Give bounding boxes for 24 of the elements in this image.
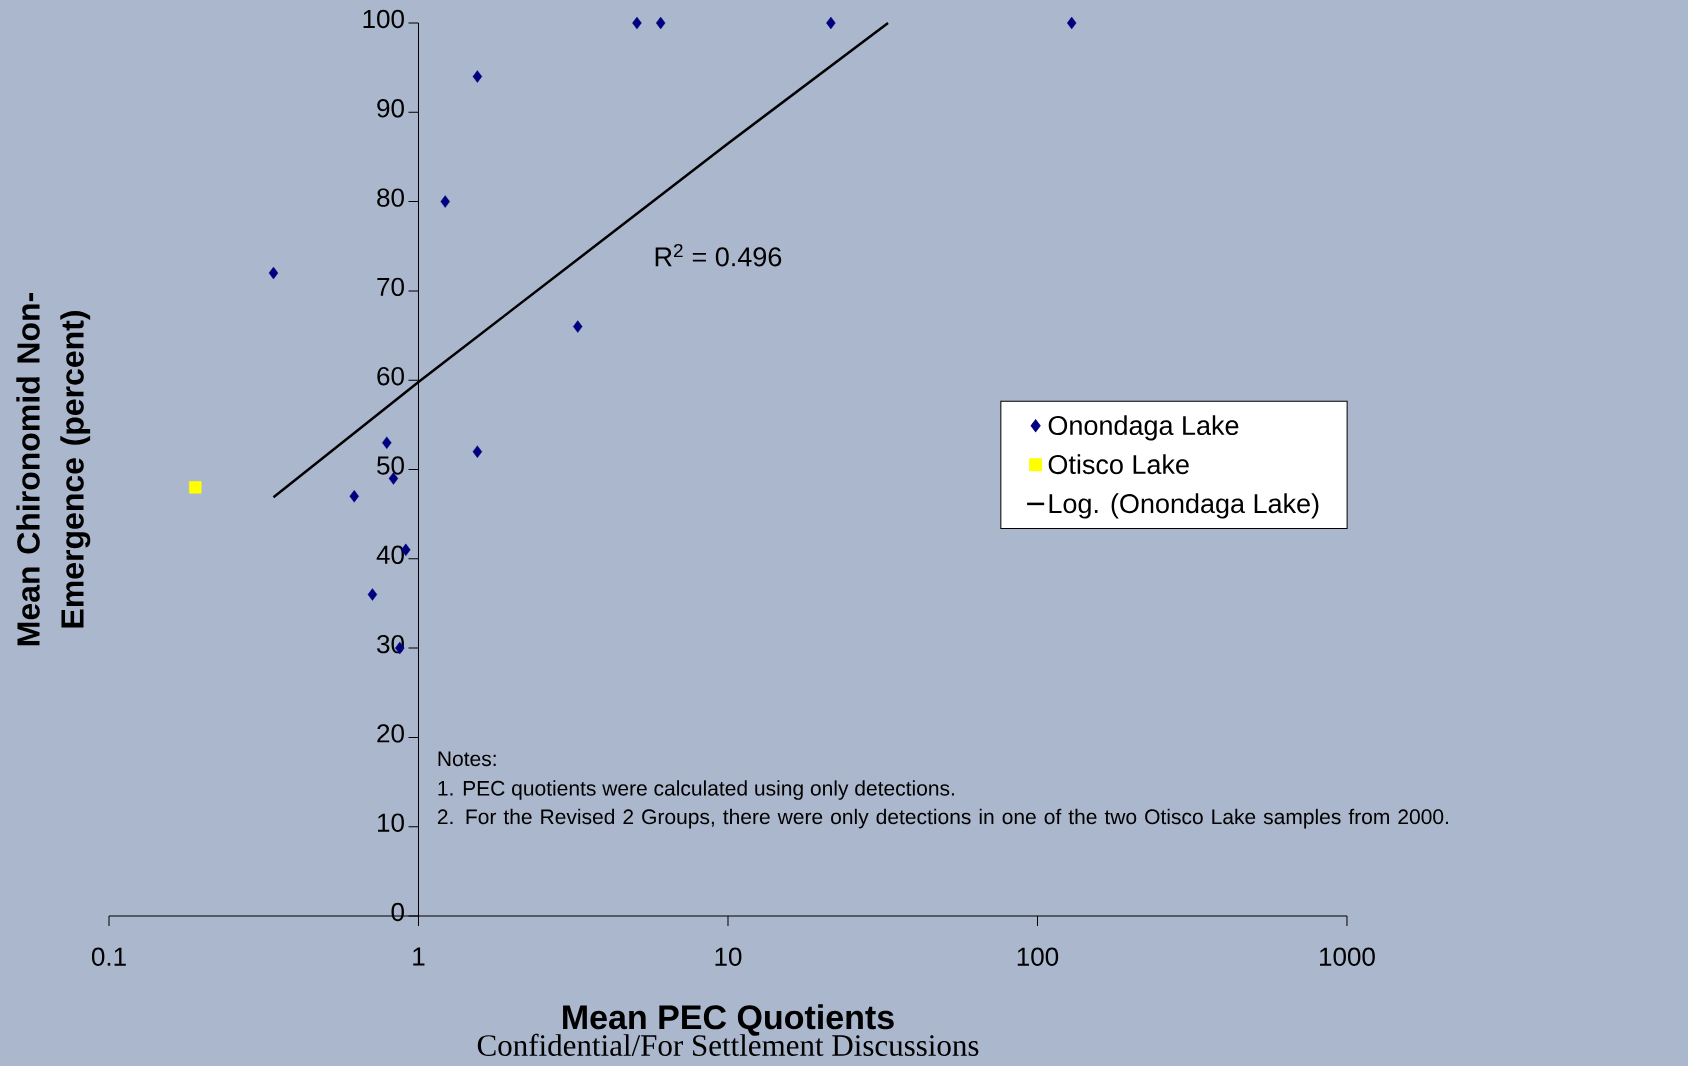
y-tick-label: 70 (377, 277, 404, 297)
x-tick-label: 10 (715, 947, 742, 966)
y-tick-label: 50 (377, 456, 404, 475)
x-tick-label: 1 (413, 947, 425, 966)
x-tick-label: 100 (1017, 947, 1059, 966)
legend-label: Onondaga Lake (1048, 415, 1239, 441)
x-tick-label: 1000 (1320, 947, 1375, 966)
y-tick-label: 100 (363, 9, 404, 29)
legend-label: Otisco Lake (1048, 454, 1189, 475)
y-tick-label: 40 (376, 545, 404, 564)
legend-label: Log. (Onondaga Lake) (1049, 493, 1319, 519)
y-tick-label: 0 (391, 902, 404, 922)
y-tick-label: 80 (377, 188, 404, 207)
text: Confidential/For Settlement Discussions (477, 1033, 979, 1056)
y-tick-label: 10 (378, 813, 404, 832)
y-tick-label: 90 (377, 99, 404, 118)
annotation: R$^{2}$ = 0.496 (655, 243, 782, 267)
x-tick-label: 0.1 (91, 947, 126, 966)
annotation: 2. For the Revised 2 Groups, there were only detections in one of the two Otisco Lake samples from 2000. (437, 808, 1448, 829)
y-tick-label: 60 (377, 366, 404, 386)
annotation: Notes: (438, 751, 496, 767)
annotation: 1. PEC quotients were calculated using only detections. (438, 780, 954, 800)
y-axis-title: Mean Chironomid Non-Emergence (percent) (16, 293, 91, 646)
y-tick-label: 20 (377, 724, 404, 743)
